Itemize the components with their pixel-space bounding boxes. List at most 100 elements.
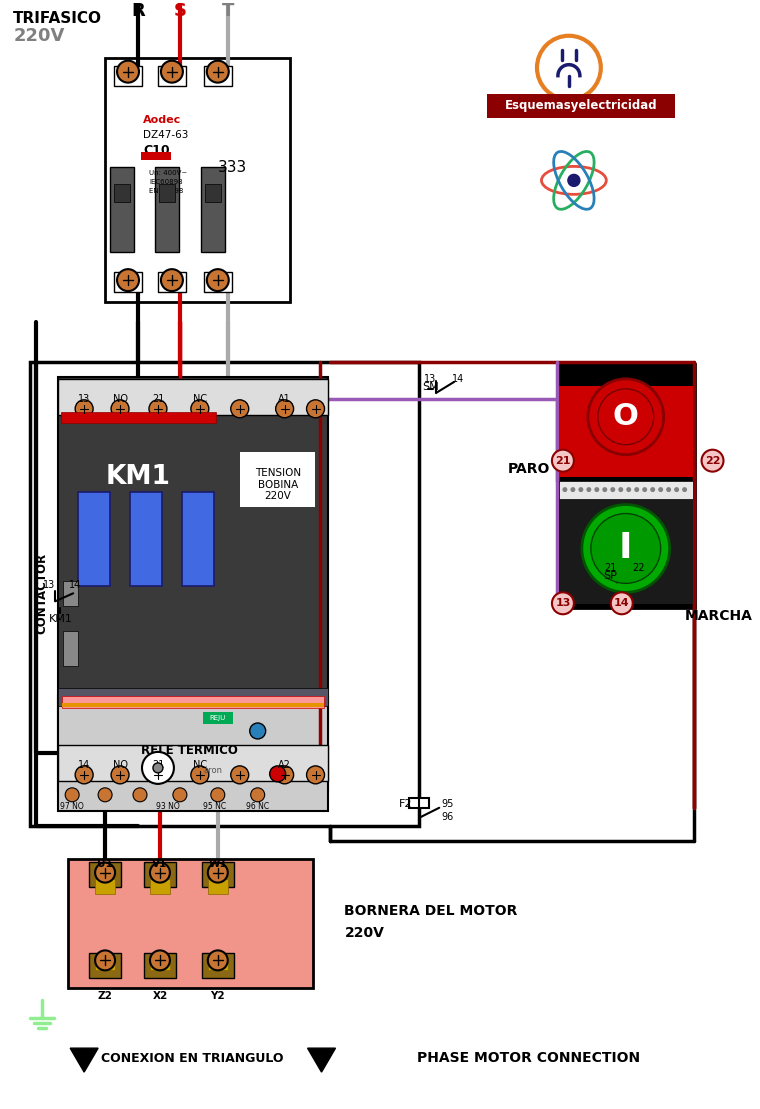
Circle shape [231,766,249,784]
Circle shape [133,787,147,802]
Bar [203,712,233,724]
Circle shape [587,487,591,492]
Circle shape [191,400,209,418]
Bar [89,862,121,886]
Text: W1: W1 [208,858,227,868]
Bar [144,954,176,978]
Text: X2: X2 [152,991,167,1001]
Circle shape [582,505,670,592]
Bar [30,362,420,826]
Bar [95,955,115,970]
Circle shape [207,61,229,83]
Bar [144,862,176,886]
Circle shape [95,950,115,970]
Bar [487,93,675,118]
Text: 21: 21 [152,760,164,770]
Bar [63,631,78,667]
Bar [59,696,328,811]
Polygon shape [308,1048,335,1072]
Bar [207,955,228,970]
Circle shape [111,766,129,784]
Bar [158,65,186,85]
Circle shape [207,950,228,970]
Text: 13: 13 [556,598,571,609]
Text: Aodec: Aodec [143,114,181,124]
Bar [159,184,175,202]
Bar [141,152,171,161]
Circle shape [603,487,607,492]
Text: CONTACTOR: CONTACTOR [36,552,49,634]
Bar [155,167,179,252]
Circle shape [568,174,580,186]
Circle shape [95,863,115,883]
Text: R: R [131,2,145,20]
Text: 22: 22 [632,563,645,573]
Circle shape [552,449,574,471]
Bar [63,581,78,607]
Bar [114,65,142,85]
Circle shape [149,400,167,418]
Circle shape [642,487,648,492]
Bar [59,377,328,791]
Circle shape [537,35,601,100]
Text: 14: 14 [452,374,464,384]
Circle shape [270,766,286,782]
Circle shape [651,487,655,492]
Text: I: I [619,531,632,566]
Circle shape [231,400,249,418]
Circle shape [276,766,293,784]
Text: SP: SP [603,571,616,581]
Text: 14: 14 [69,580,81,590]
Bar [110,167,134,252]
Text: SM: SM [423,381,439,391]
Text: F2: F2 [399,798,413,808]
Bar [158,272,186,292]
Circle shape [626,487,632,492]
Text: T: T [222,2,234,20]
Text: V1: V1 [152,858,167,868]
Text: 95: 95 [441,798,454,808]
Circle shape [674,487,679,492]
Text: U1: U1 [97,858,113,868]
Text: A1: A1 [278,394,291,404]
Text: NC: NC [193,394,207,404]
Text: Z2: Z2 [97,991,112,1001]
Bar [182,491,214,587]
Text: PHASE MOTOR CONNECTION: PHASE MOTOR CONNECTION [417,1051,641,1065]
Circle shape [161,269,183,291]
Circle shape [611,592,633,614]
Circle shape [619,487,623,492]
Bar [559,386,692,477]
Circle shape [211,787,225,802]
Text: 220V: 220V [14,27,65,44]
Text: 93 NO: 93 NO [156,802,180,812]
Bar [62,703,324,708]
Text: NO: NO [112,760,128,770]
Bar [205,184,221,202]
Circle shape [276,400,293,418]
Text: 97 NO: 97 NO [60,802,84,812]
Circle shape [306,400,325,418]
Text: 21: 21 [605,563,617,573]
Text: BORNERA DEL MOTOR: BORNERA DEL MOTOR [344,904,518,917]
Text: TRIFASICO: TRIFASICO [14,11,103,27]
Text: REJU: REJU [210,715,226,721]
Text: 22: 22 [705,456,720,466]
Bar [59,379,328,415]
Circle shape [75,400,93,418]
Circle shape [142,752,174,784]
Circle shape [578,487,584,492]
Text: aron: aron [204,766,223,775]
Bar [59,745,328,781]
Text: A2: A2 [278,760,291,770]
Text: CONEXION EN TRIANGULO: CONEXION EN TRIANGULO [100,1051,283,1065]
Circle shape [207,269,229,291]
Text: Un: 400V~: Un: 400V~ [149,171,187,176]
Text: O: O [613,403,638,431]
Bar [204,65,232,85]
Circle shape [306,766,325,784]
Bar [62,696,324,708]
Bar [78,491,110,587]
Text: 21: 21 [152,394,164,404]
Circle shape [98,787,112,802]
